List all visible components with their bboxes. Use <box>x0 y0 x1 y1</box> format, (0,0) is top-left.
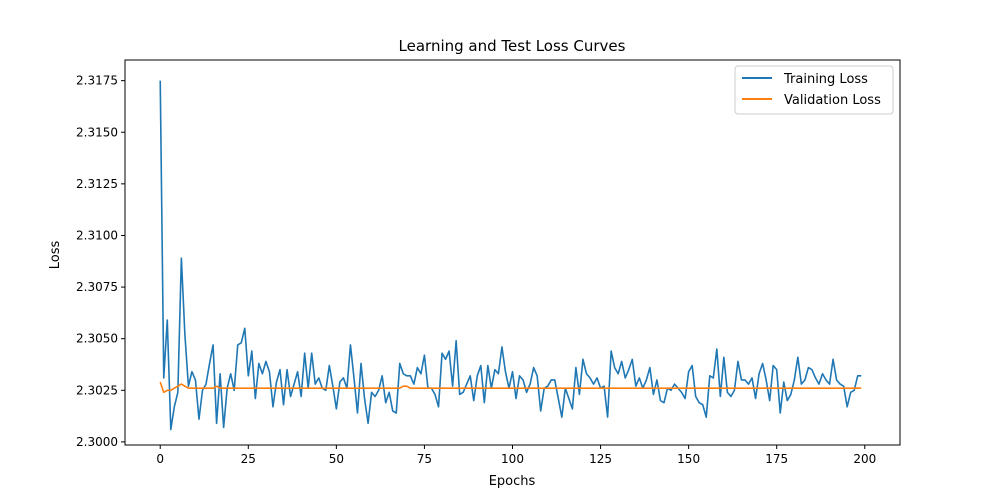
series-lines <box>159 80 862 431</box>
y-tick-label: 2.3175 <box>76 74 118 88</box>
plot-frame <box>124 59 901 446</box>
y-tick-label: 2.3100 <box>76 228 118 242</box>
x-tick-label: 75 <box>417 452 432 466</box>
legend-box <box>734 65 894 115</box>
legend-label-training-loss: Training Loss <box>783 72 868 87</box>
legend-label-validation-loss: Validation Loss <box>784 93 881 108</box>
x-tick-label: 200 <box>853 452 876 466</box>
y-tick-label: 2.3075 <box>76 280 118 294</box>
y-tick-label: 2.3150 <box>76 125 118 139</box>
y-tick-label: 2.3050 <box>76 332 118 346</box>
series-line-validation-loss <box>159 381 862 394</box>
y-axis-ticks: 2.3000 2.3025 2.3050 2.3075 2.3100 2.3125 2.31… <box>76 74 125 449</box>
y-tick-label: 2.3025 <box>76 383 118 397</box>
legend: Training Loss Validation Loss <box>734 65 894 115</box>
x-tick-label: 25 <box>241 452 256 466</box>
x-tick-label: 50 <box>329 452 344 466</box>
y-tick-label: 2.3125 <box>76 177 118 191</box>
x-tick-label: 150 <box>677 452 700 466</box>
y-tick-label: 2.3000 <box>76 435 118 449</box>
x-tick-label: 100 <box>501 452 524 466</box>
x-tick-label: 0 <box>156 452 164 466</box>
x-tick-label: 175 <box>765 452 788 466</box>
series-line-training-loss <box>159 80 862 431</box>
chart-title: Learning and Test Loss Curves <box>399 37 626 55</box>
y-axis-label: Loss <box>48 241 63 270</box>
x-axis-ticks: 0 25 50 75 100 125 150 175 200 <box>156 445 876 466</box>
x-axis-label: Epochs <box>489 474 536 489</box>
x-tick-label: 125 <box>589 452 612 466</box>
